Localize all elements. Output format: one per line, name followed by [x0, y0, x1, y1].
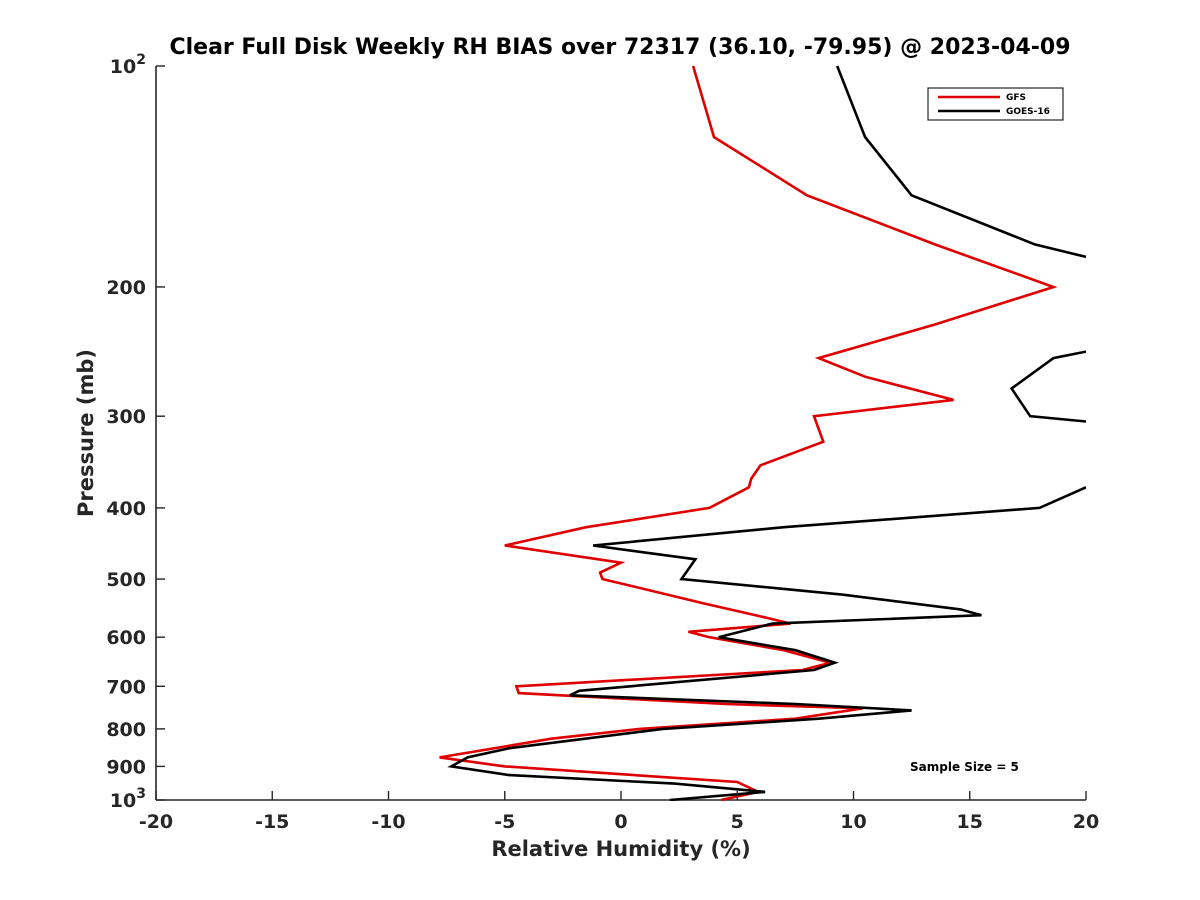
x-tick-label: -20 [139, 811, 173, 833]
legend-label-goes16: GOES-16 [1006, 107, 1050, 117]
y-tick-label: 102 [110, 52, 146, 78]
y-tick-label: 103 [110, 786, 146, 812]
series-line-goes16-segment-1 [1009, 350, 1086, 423]
y-axis-ticks: 102 200 300 400 500 600 700 800 900 103 [106, 52, 165, 812]
legend: GFS GOES-16 [927, 87, 1064, 121]
y-tick-label: 200 [106, 277, 146, 299]
x-axis-ticks: -20 -15 -10 -5 0 5 10 15 20 [139, 791, 1099, 833]
x-tick-label: 20 [1073, 811, 1099, 833]
x-tick-label: 15 [957, 811, 983, 833]
series-group [439, 65, 1086, 801]
y-tick-label: 400 [106, 498, 146, 520]
series-line-goes16-segment-2 [447, 486, 1086, 801]
series-line-gfs-segment-0 [439, 65, 1058, 801]
x-tick-label: 5 [731, 811, 744, 833]
y-tick-label: 900 [106, 756, 146, 778]
x-axis-title: Relative Humidity (%) [491, 837, 750, 861]
x-tick-label: -10 [371, 811, 405, 833]
axes-frame [155, 66, 1086, 801]
legend-label-gfs: GFS [1006, 93, 1026, 103]
x-tick-label: 0 [614, 811, 627, 833]
y-axis-title: Pressure (mb) [74, 349, 98, 517]
chart-title: Clear Full Disk Weekly RH BIAS over 7231… [169, 35, 1070, 60]
y-tick-label: 800 [106, 719, 146, 741]
sample-size-annotation: Sample Size = 5 [910, 760, 1019, 774]
y-tick-label: 700 [106, 676, 146, 698]
x-tick-label: -5 [494, 811, 515, 833]
y-tick-label: 300 [106, 406, 146, 428]
x-tick-label: 10 [840, 811, 866, 833]
legend-box [927, 87, 1064, 121]
y-tick-label: 600 [106, 627, 146, 649]
x-tick-label: -15 [255, 811, 289, 833]
series-line-goes16-segment-0 [835, 65, 1086, 259]
y-tick-label: 500 [106, 569, 146, 591]
